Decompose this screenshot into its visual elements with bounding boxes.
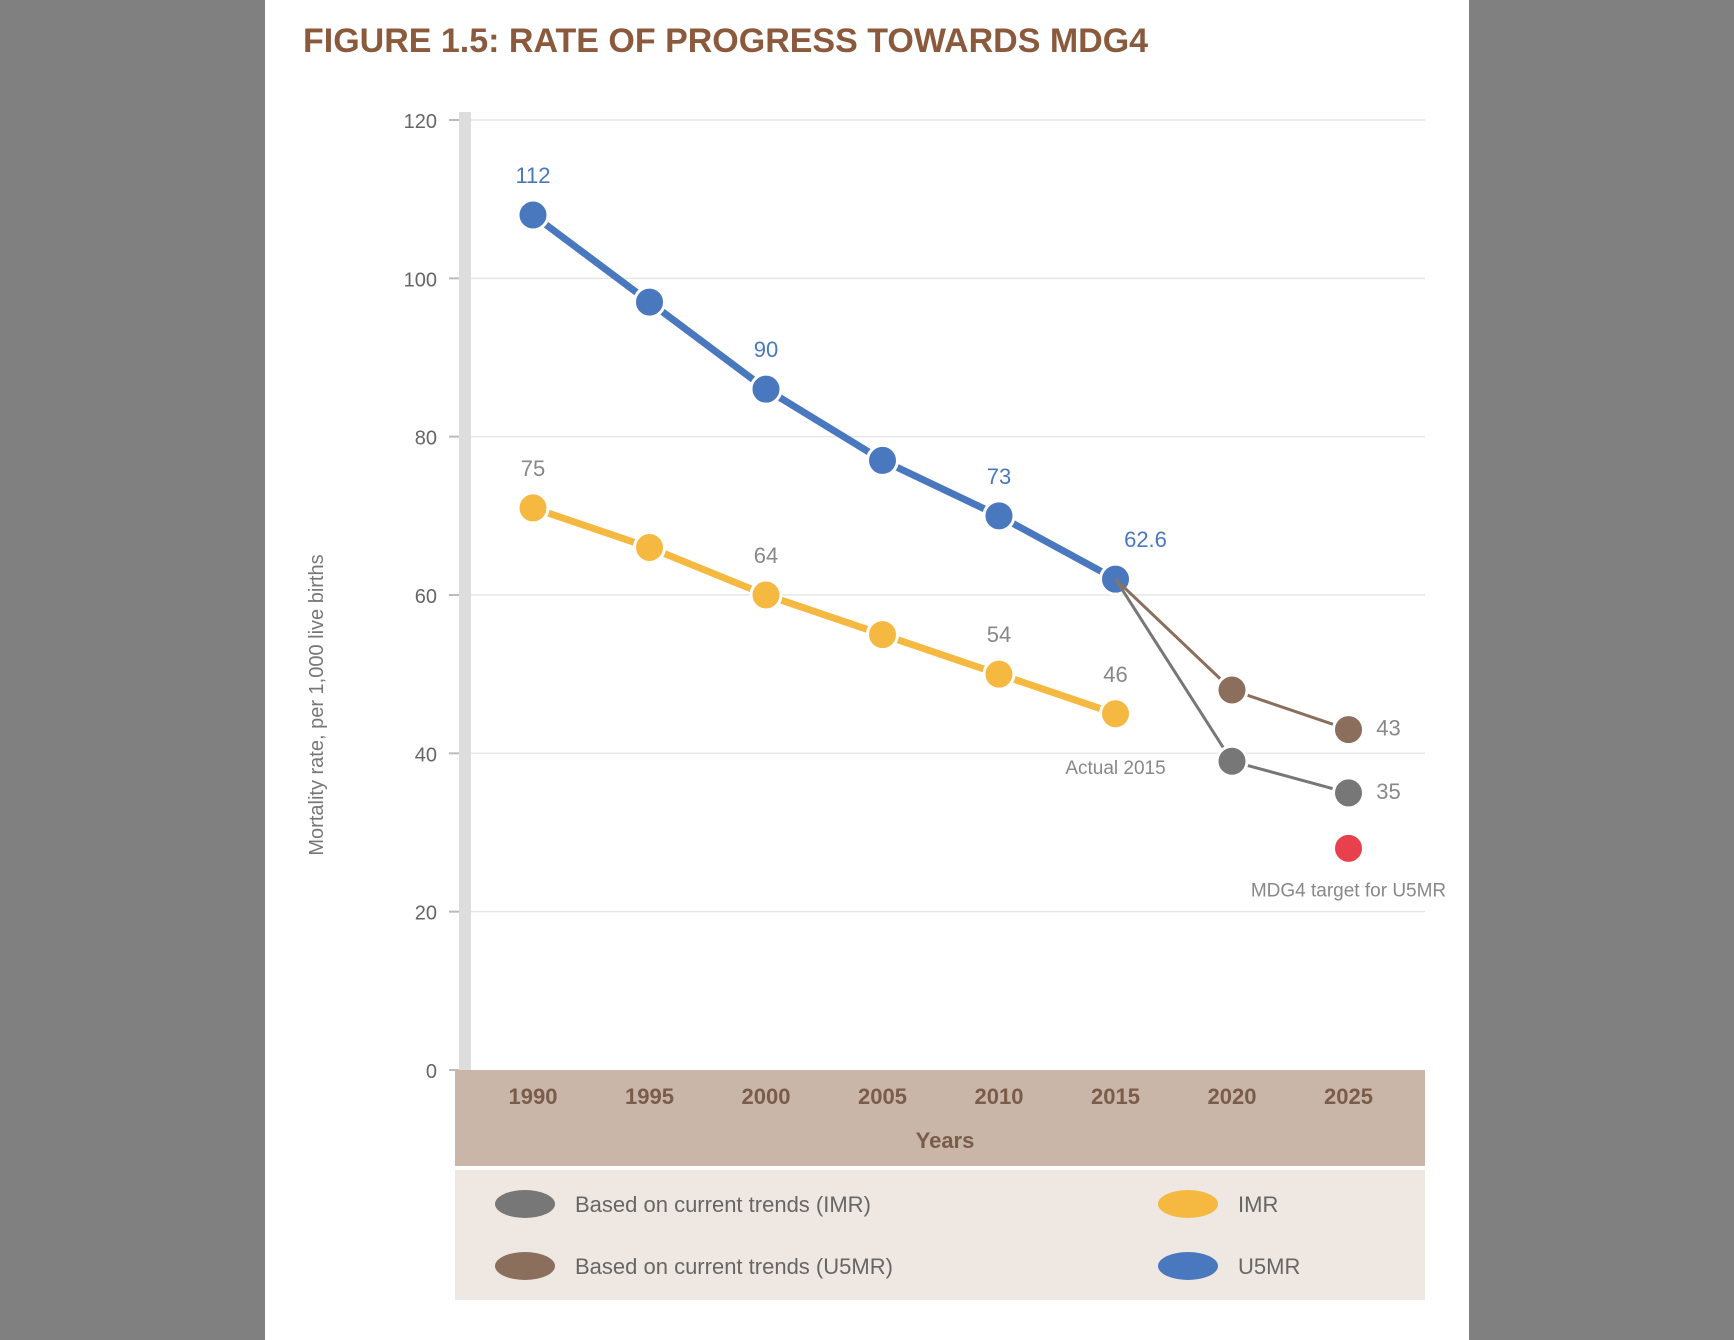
x-axis-title: Years xyxy=(916,1128,975,1153)
data-point xyxy=(1332,776,1365,810)
data-label: 90 xyxy=(754,337,778,362)
annotation: Actual 2015 xyxy=(1065,758,1165,779)
data-point xyxy=(749,372,783,406)
x-tick-label: 2010 xyxy=(975,1084,1024,1109)
data-label: 62.6 xyxy=(1124,527,1167,552)
data-point xyxy=(633,285,666,319)
y-tick-label: 60 xyxy=(415,586,437,608)
legend-label: U5MR xyxy=(1238,1254,1300,1279)
data-label: 46 xyxy=(1103,662,1127,687)
x-tick-label: 2000 xyxy=(742,1084,791,1109)
data-point xyxy=(1215,673,1249,707)
data-point xyxy=(633,531,666,564)
y-tick-label: 0 xyxy=(426,1061,437,1083)
data-point xyxy=(516,491,550,525)
series-layer xyxy=(516,198,1365,865)
y-tick-label: 40 xyxy=(415,744,437,766)
legend-label: IMR xyxy=(1238,1192,1278,1217)
y-axis-title: Mortality rate, per 1,000 live births xyxy=(306,554,328,855)
x-tick-label: 1995 xyxy=(625,1084,674,1109)
legend-swatch xyxy=(1158,1190,1218,1218)
data-point xyxy=(866,618,899,652)
data-label: 64 xyxy=(754,543,778,568)
data-point xyxy=(516,198,550,232)
legend-swatch xyxy=(495,1190,555,1218)
data-point xyxy=(749,578,783,612)
label-layer: 112 90 73 62.6 75 64 54 46 43 35 Actual 2015 MDG4 t… xyxy=(515,163,1446,901)
data-label: 43 xyxy=(1376,716,1400,741)
x-axis-band-bg xyxy=(455,1070,1425,1166)
annotation: MDG4 target for U5MR xyxy=(1251,880,1446,901)
data-label: 112 xyxy=(515,163,550,188)
x-tick-label: 1990 xyxy=(509,1084,558,1109)
x-tick-label: 2015 xyxy=(1091,1084,1140,1109)
data-label: 35 xyxy=(1376,779,1400,804)
data-label: 73 xyxy=(987,464,1011,489)
legend-label: Based on current trends (IMR) xyxy=(575,1192,871,1217)
y-axis-line xyxy=(459,112,471,1070)
x-tick-label: 2020 xyxy=(1208,1084,1257,1109)
x-tick-label: 2005 xyxy=(858,1084,907,1109)
data-label: 75 xyxy=(521,456,545,481)
data-point xyxy=(982,499,1016,533)
legend-swatch xyxy=(495,1252,555,1280)
series-line xyxy=(531,504,1117,718)
grid-layer xyxy=(465,119,1425,913)
data-point xyxy=(982,657,1016,691)
legend-swatch xyxy=(1158,1252,1218,1280)
series-line xyxy=(530,212,1118,583)
x-axis-band: 1990 1995 2000 2005 2010 2015 2020 2025 Years xyxy=(455,1070,1425,1166)
data-point xyxy=(1332,713,1365,747)
report-page: FIGURE 1.5: RATE OF PROGRESS TOWARDS MDG… xyxy=(265,0,1469,1340)
x-tick-label: 2025 xyxy=(1324,1084,1373,1109)
chart-title: FIGURE 1.5: RATE OF PROGRESS TOWARDS MDG… xyxy=(303,22,1148,60)
series-line xyxy=(1114,578,1349,732)
line-chart: FIGURE 1.5: RATE OF PROGRESS TOWARDS MDG… xyxy=(303,22,1446,1300)
axis-layer: 0 20 40 60 80 100 120 Mortality rate, per 1,000… xyxy=(306,111,471,1083)
data-point xyxy=(866,443,899,477)
data-point xyxy=(1332,831,1365,865)
y-tick-label: 100 xyxy=(404,269,437,291)
y-tick-label: 20 xyxy=(415,903,437,925)
data-point xyxy=(1099,697,1132,731)
legend-label: Based on current trends (U5MR) xyxy=(575,1254,893,1279)
y-tick-label: 80 xyxy=(415,428,437,450)
y-tick-label: 120 xyxy=(404,111,437,133)
data-point xyxy=(1215,744,1249,778)
data-label: 54 xyxy=(987,622,1011,647)
legend: Based on current trends (IMR) Based on cu… xyxy=(455,1170,1425,1300)
legend-bg xyxy=(455,1170,1425,1300)
